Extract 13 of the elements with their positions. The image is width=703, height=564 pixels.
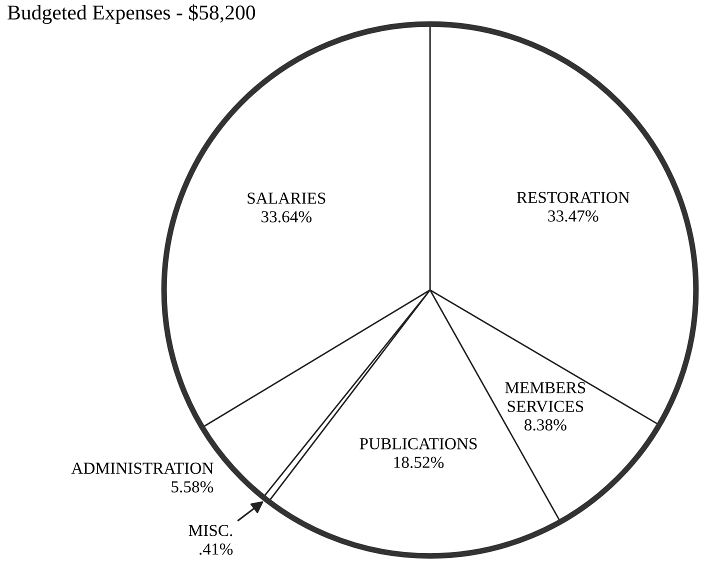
- data-label: 18.52%: [394, 456, 444, 468]
- slice-label: RESTORATION: [516, 192, 630, 204]
- data-label: .41%: [200, 543, 233, 555]
- slice-label: PUBLICATIONS: [360, 438, 477, 450]
- data-label: 8.38%: [524, 419, 566, 431]
- data-label: 33.64%: [262, 211, 312, 222]
- chart-title: Budgeted Expenses - $58,200: [8, 4, 256, 24]
- slice-label: SALARIES: [248, 192, 326, 204]
- data-label: 5.58%: [172, 481, 214, 493]
- data-label: 33.47%: [548, 210, 598, 222]
- slice-label: MISC.: [188, 524, 232, 536]
- slice-label: MEMBERS SERVICES: [505, 382, 586, 412]
- slice-label: ADMINISTRATION: [71, 462, 214, 474]
